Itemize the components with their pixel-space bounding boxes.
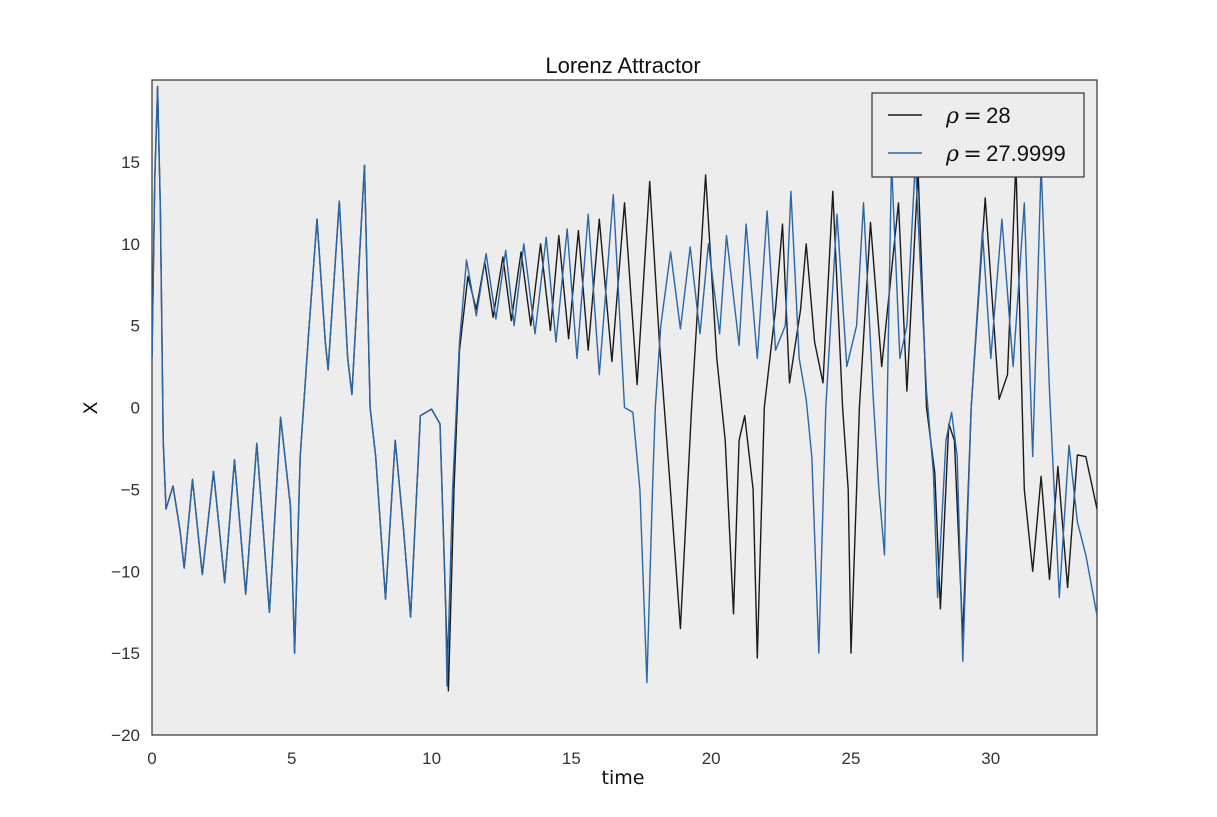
x-tick-label: 25 [842,749,861,768]
x-axis-ticks: 0 5 10 15 20 25 30 [147,749,1000,768]
y-tick-label: −15 [111,644,140,663]
chart-title: Lorenz Attractor [545,53,700,78]
y-axis-ticks: −20 −15 −10 −5 0 5 10 15 [111,153,140,745]
y-tick-label: 15 [121,153,140,172]
x-tick-label: 15 [562,749,581,768]
y-tick-label: −10 [111,562,140,581]
y-axis-label: X [80,401,102,414]
y-tick-label: −20 [111,726,140,745]
x-tick-label: 5 [287,749,296,768]
legend-entry: ρ = 28 [945,103,1011,129]
legend-entry: ρ = 27.9999 [945,141,1066,167]
y-tick-label: −5 [121,480,140,499]
x-tick-label: 30 [981,749,1000,768]
x-tick-label: 10 [422,749,441,768]
x-tick-label: 0 [147,749,156,768]
x-axis-label: time [602,767,645,789]
y-tick-label: 0 [131,399,140,418]
series-line-2 [152,85,1097,687]
x-tick-label: 20 [702,749,721,768]
legend-box [871,92,1085,178]
y-tick-label: 5 [131,317,140,336]
legend: ρ = 28 ρ = 27.9999 [871,92,1085,178]
y-tick-label: 10 [121,235,140,254]
series-lines [152,85,1097,692]
